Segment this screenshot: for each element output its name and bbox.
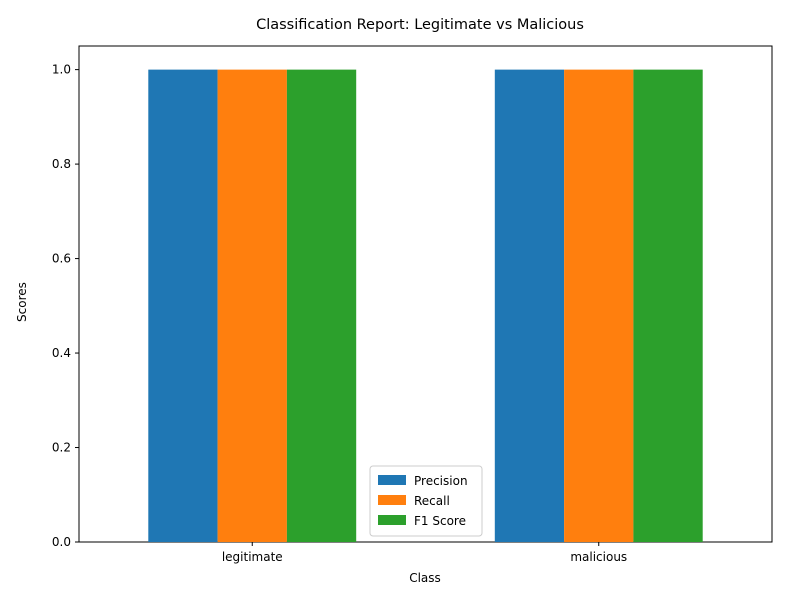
y-tick-label: 0.6 xyxy=(52,252,71,266)
axes-frame xyxy=(78,45,773,543)
y-tick-label: 0.4 xyxy=(52,346,71,360)
legend-label: Recall xyxy=(414,494,450,508)
bar-f1-score-malicious xyxy=(633,69,703,542)
x-tick-label: legitimate xyxy=(222,550,283,564)
x-axis-label: Class xyxy=(409,571,441,585)
legend-swatch xyxy=(378,515,406,525)
bar-recall-malicious xyxy=(564,69,634,542)
legend-swatch xyxy=(378,495,406,505)
bars-group xyxy=(148,69,703,542)
y-axis-label: Scores xyxy=(15,282,29,322)
x-axis: legitimate malicious xyxy=(222,542,627,564)
bar-recall-legitimate xyxy=(217,69,287,542)
y-tick-label: 0.8 xyxy=(52,157,71,171)
legend-label: F1 Score xyxy=(414,514,466,528)
y-tick-label: 0.0 xyxy=(52,535,71,549)
y-axis: 0.0 0.2 0.4 0.6 0.8 1.0 xyxy=(52,63,79,549)
y-tick-label: 0.2 xyxy=(52,441,71,455)
plot-area xyxy=(78,45,773,543)
legend: Precision Recall F1 Score xyxy=(369,465,483,537)
legend-swatch xyxy=(378,475,406,485)
legend-label: Precision xyxy=(414,474,468,488)
y-tick-label: 1.0 xyxy=(52,63,71,77)
bar-f1-score-legitimate xyxy=(286,69,357,542)
chart-title: Classification Report: Legitimate vs Mal… xyxy=(256,17,584,33)
bar-precision-legitimate xyxy=(148,69,218,542)
x-tick-label: malicious xyxy=(570,550,627,564)
bar-precision-malicious xyxy=(494,69,565,542)
